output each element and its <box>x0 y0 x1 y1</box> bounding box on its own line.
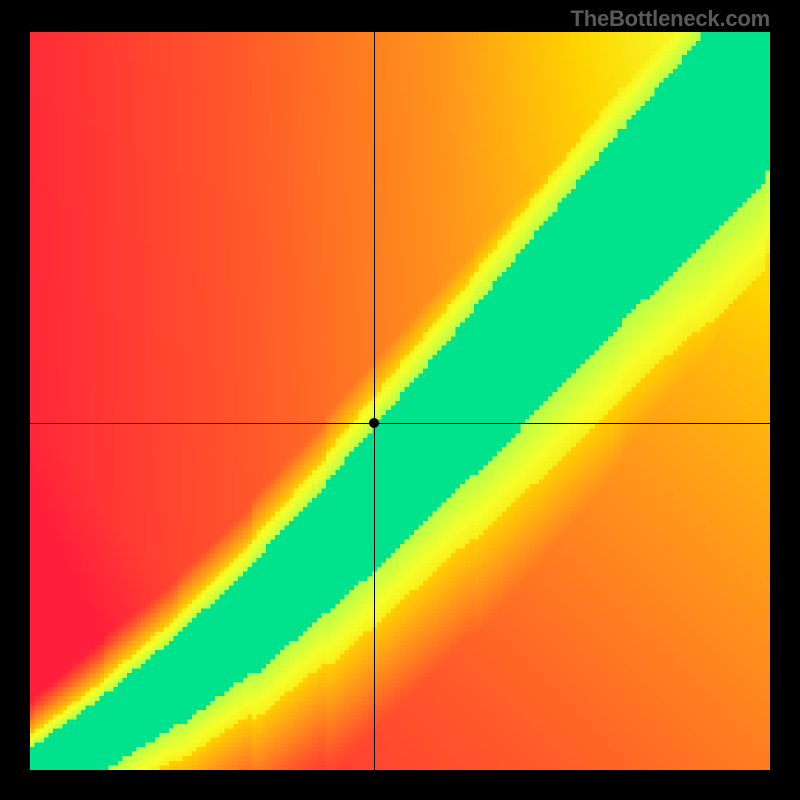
attribution-text: TheBottleneck.com <box>570 6 770 32</box>
crosshair-horizontal <box>30 423 770 424</box>
chart-frame: TheBottleneck.com <box>0 0 800 800</box>
crosshair-vertical <box>374 32 375 770</box>
heatmap-canvas <box>30 32 770 770</box>
